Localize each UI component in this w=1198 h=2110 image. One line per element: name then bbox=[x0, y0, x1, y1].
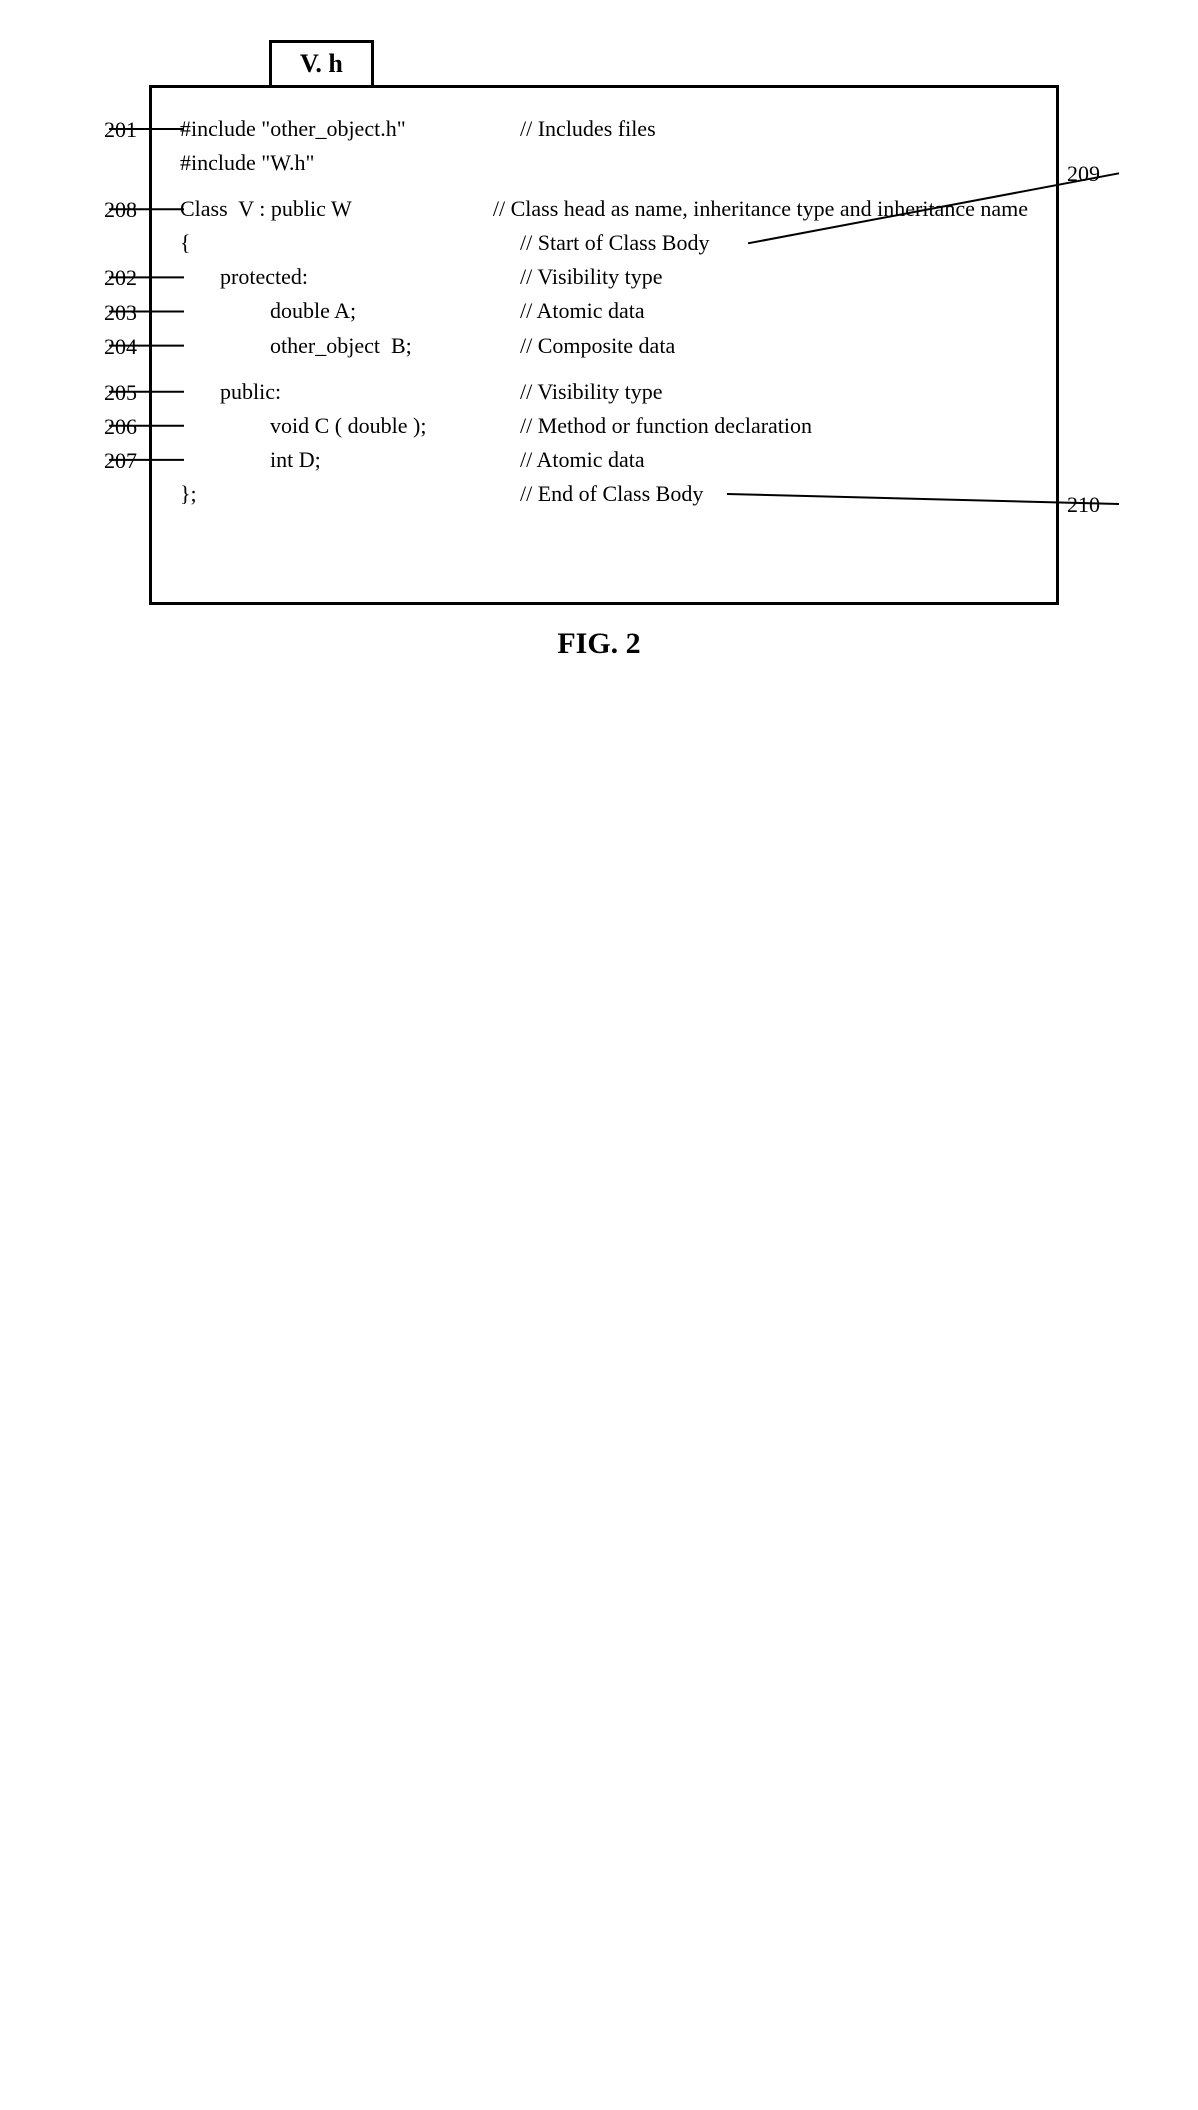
figure-caption: FIG. 2 bbox=[49, 627, 1149, 661]
ref-number: 201 bbox=[104, 117, 137, 143]
ref-number: 208 bbox=[104, 197, 137, 223]
code-text: double A; bbox=[180, 294, 520, 328]
figure-outer: V. h #include "other_object.h"// Include… bbox=[149, 40, 1059, 605]
code-text: int D; bbox=[180, 443, 520, 477]
code-comment: // Atomic data bbox=[520, 443, 1028, 477]
code-comment: // Visibility type bbox=[520, 260, 1028, 294]
file-tab-label: V. h bbox=[300, 49, 343, 78]
code-line: #include "other_object.h"// Includes fil… bbox=[180, 112, 1028, 146]
code-comment: // Includes files bbox=[520, 112, 1028, 146]
code-text: Class V : public W bbox=[180, 192, 493, 226]
ref-number: 203 bbox=[104, 300, 137, 326]
code-line: double A;// Atomic data bbox=[180, 294, 1028, 328]
code-line: {// Start of Class Body bbox=[180, 226, 1028, 260]
code-comment: // Atomic data bbox=[520, 294, 1028, 328]
ref-number: 209 bbox=[1067, 161, 1100, 187]
code-text: #include "other_object.h" bbox=[180, 112, 520, 146]
code-text: #include "W.h" bbox=[180, 146, 520, 180]
blank-line bbox=[180, 180, 1028, 192]
code-panel: #include "other_object.h"// Includes fil… bbox=[149, 85, 1059, 605]
code-line: int D;// Atomic data bbox=[180, 443, 1028, 477]
right-ref-numbers: 209 210 bbox=[1067, 40, 1137, 605]
code-text: public: bbox=[180, 375, 520, 409]
left-ref-numbers: 201 208 202 203 204 205 206 207 bbox=[57, 40, 137, 605]
code-comment: // Method or function declaration bbox=[520, 409, 1028, 443]
code-comment: // End of Class Body bbox=[520, 477, 1028, 511]
code-comment: // Visibility type bbox=[520, 375, 1028, 409]
code-line: #include "W.h" bbox=[180, 146, 1028, 180]
code-line: Class V : public W// Class head as name,… bbox=[180, 192, 1028, 226]
ref-number: 205 bbox=[104, 380, 137, 406]
code-line: other_object B;// Composite data bbox=[180, 329, 1028, 363]
code-comment: // Composite data bbox=[520, 329, 1028, 363]
code-line: protected:// Visibility type bbox=[180, 260, 1028, 294]
code-line: public:// Visibility type bbox=[180, 375, 1028, 409]
code-comment: // Class head as name, inheritance type … bbox=[493, 192, 1028, 226]
code-line: };// End of Class Body bbox=[180, 477, 1028, 511]
ref-number: 207 bbox=[104, 448, 137, 474]
ref-number: 206 bbox=[104, 414, 137, 440]
ref-number: 204 bbox=[104, 334, 137, 360]
code-line: void C ( double );// Method or function … bbox=[180, 409, 1028, 443]
code-comment: // Start of Class Body bbox=[520, 226, 1028, 260]
code-text: protected: bbox=[180, 260, 520, 294]
ref-number: 202 bbox=[104, 265, 137, 291]
file-tab: V. h bbox=[269, 40, 374, 88]
ref-number: 210 bbox=[1067, 492, 1100, 518]
figure-2: V. h #include "other_object.h"// Include… bbox=[49, 40, 1149, 661]
blank-line bbox=[180, 363, 1028, 375]
code-text: { bbox=[180, 226, 520, 260]
code-text: }; bbox=[180, 477, 520, 511]
code-text: void C ( double ); bbox=[180, 409, 520, 443]
code-text: other_object B; bbox=[180, 329, 520, 363]
